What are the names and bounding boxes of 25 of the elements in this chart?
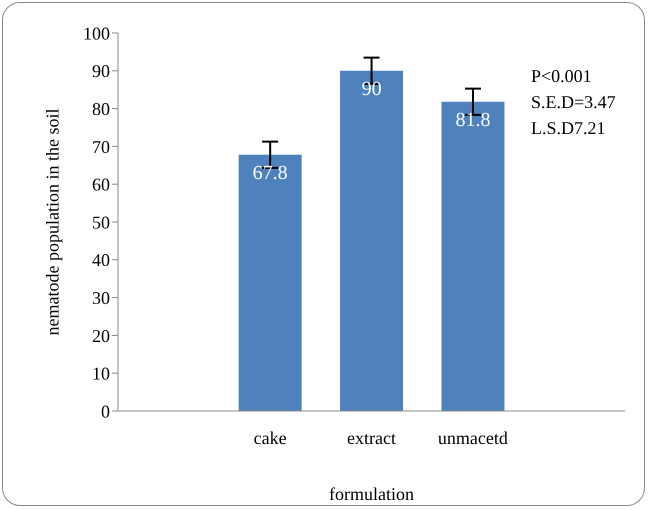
x-tick-label: cake (254, 428, 287, 448)
bar (441, 102, 504, 411)
data-label: 90 (362, 78, 382, 100)
y-axis-title: nematode population in the soil (42, 108, 62, 336)
data-label: 67.8 (252, 162, 288, 184)
y-tick-label: 40 (92, 250, 110, 270)
annotation: L.S.D7.21 (531, 118, 606, 139)
y-tick-label: 90 (92, 61, 110, 82)
y-tick-label: 60 (92, 174, 110, 195)
y-tick-label: 10 (92, 364, 110, 384)
y-tick-label: 50 (92, 212, 110, 232)
bar (340, 70, 404, 411)
annotation: P<0.001 (531, 66, 592, 87)
y-tick-label: 0 (101, 401, 110, 422)
annotation: S.E.D=3.47 (531, 92, 616, 113)
y-tick-label: 20 (92, 326, 110, 346)
x-tick-label: unmacetd (438, 428, 508, 448)
x-axis-title: formulation (329, 484, 414, 504)
data-label: 81.8 (455, 108, 490, 131)
x-tick-label: extract (347, 428, 396, 448)
bar (238, 154, 302, 411)
y-tick-label: 30 (92, 288, 110, 308)
y-tick-label: 100 (83, 23, 110, 44)
y-tick-label: 70 (92, 136, 110, 157)
y-tick-label: 80 (92, 98, 110, 119)
